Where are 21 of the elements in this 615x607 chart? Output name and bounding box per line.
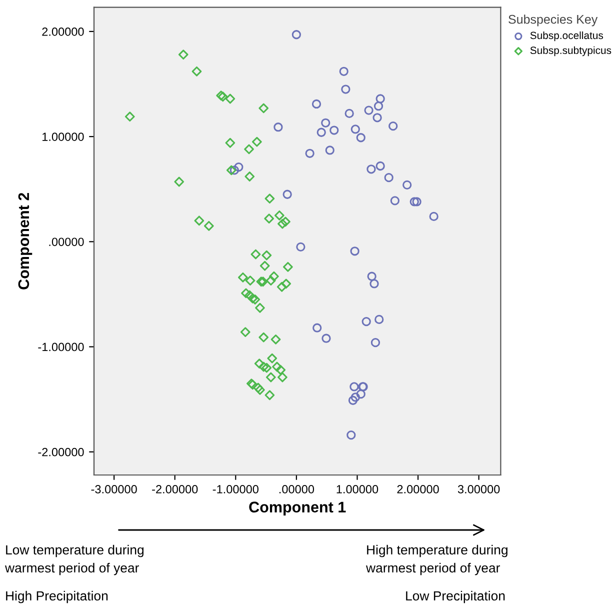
x-tick-label: 3.00000 bbox=[458, 485, 500, 494]
y-tick-label: -2.00000 bbox=[38, 448, 84, 456]
y-tick-label: 1.00000 bbox=[42, 132, 84, 141]
legend-label: Subsp.subtypicus bbox=[530, 46, 612, 56]
legend-title: Subspecies Key bbox=[508, 14, 598, 26]
x-tick-label: 1.00000 bbox=[336, 485, 378, 494]
y-tick-label: -1.00000 bbox=[38, 342, 84, 352]
x-axis-title: Component 1 bbox=[249, 502, 346, 516]
x-tick-label: .00000 bbox=[279, 485, 314, 494]
text: High Precipitation bbox=[6, 590, 108, 604]
y-tick-label: .00000 bbox=[49, 238, 84, 246]
text: Low Precipitation bbox=[406, 590, 505, 604]
y-tick-label: 2.00000 bbox=[42, 28, 84, 36]
x-tick-label: 2.00000 bbox=[397, 485, 439, 494]
legend-label: Subsp.ocellatus bbox=[530, 31, 604, 42]
x-tick-label: -2.00000 bbox=[152, 485, 198, 494]
x-tick-label: -1.00000 bbox=[212, 485, 258, 494]
y-axis-title: Component 2 bbox=[18, 192, 32, 290]
text: Low temperature during warmest period of year bbox=[4, 544, 144, 576]
text: High temperature during warmest period of year bbox=[366, 544, 508, 576]
x-tick-label: -3.00000 bbox=[91, 485, 137, 494]
